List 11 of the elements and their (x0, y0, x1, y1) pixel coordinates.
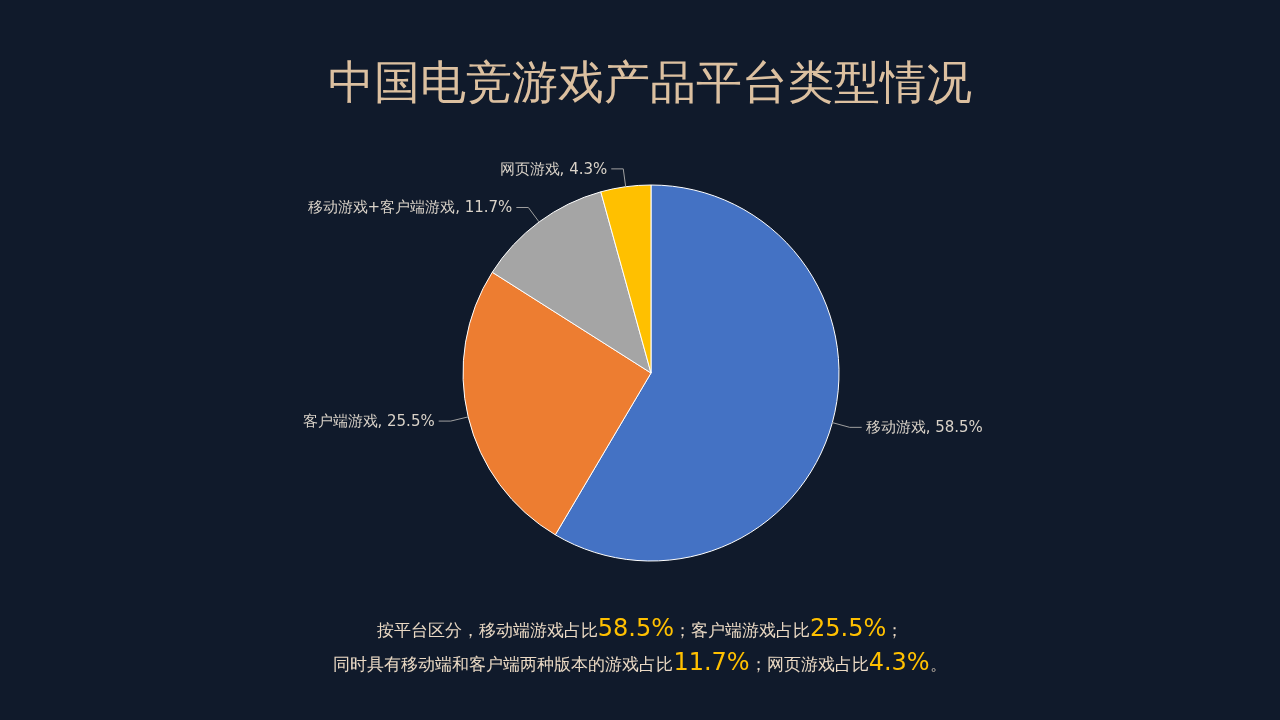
slice-label: 移动游戏 (865, 418, 926, 437)
text: 按平台区分，移动端游戏占比58.5%；客户端游戏占比25.5%； (376, 614, 904, 642)
data-label: , 58.5% (925, 418, 983, 437)
data-label: , 25.5% (377, 412, 435, 431)
slice-label: 网页游戏 (499, 159, 560, 178)
text: 同时具有移动端和客户端两种版本的游戏占比11.7%；网页游戏占比4.3%。 (333, 648, 947, 676)
slice-label: 客户端游戏 (302, 412, 378, 431)
data-label: , 4.3% (559, 159, 608, 178)
chart-title: 中国电竞游戏产品平台类型情况 (328, 55, 972, 109)
data-label: , 11.7% (455, 198, 513, 217)
slice-label: 移动游戏+客户端游戏 (307, 198, 456, 217)
